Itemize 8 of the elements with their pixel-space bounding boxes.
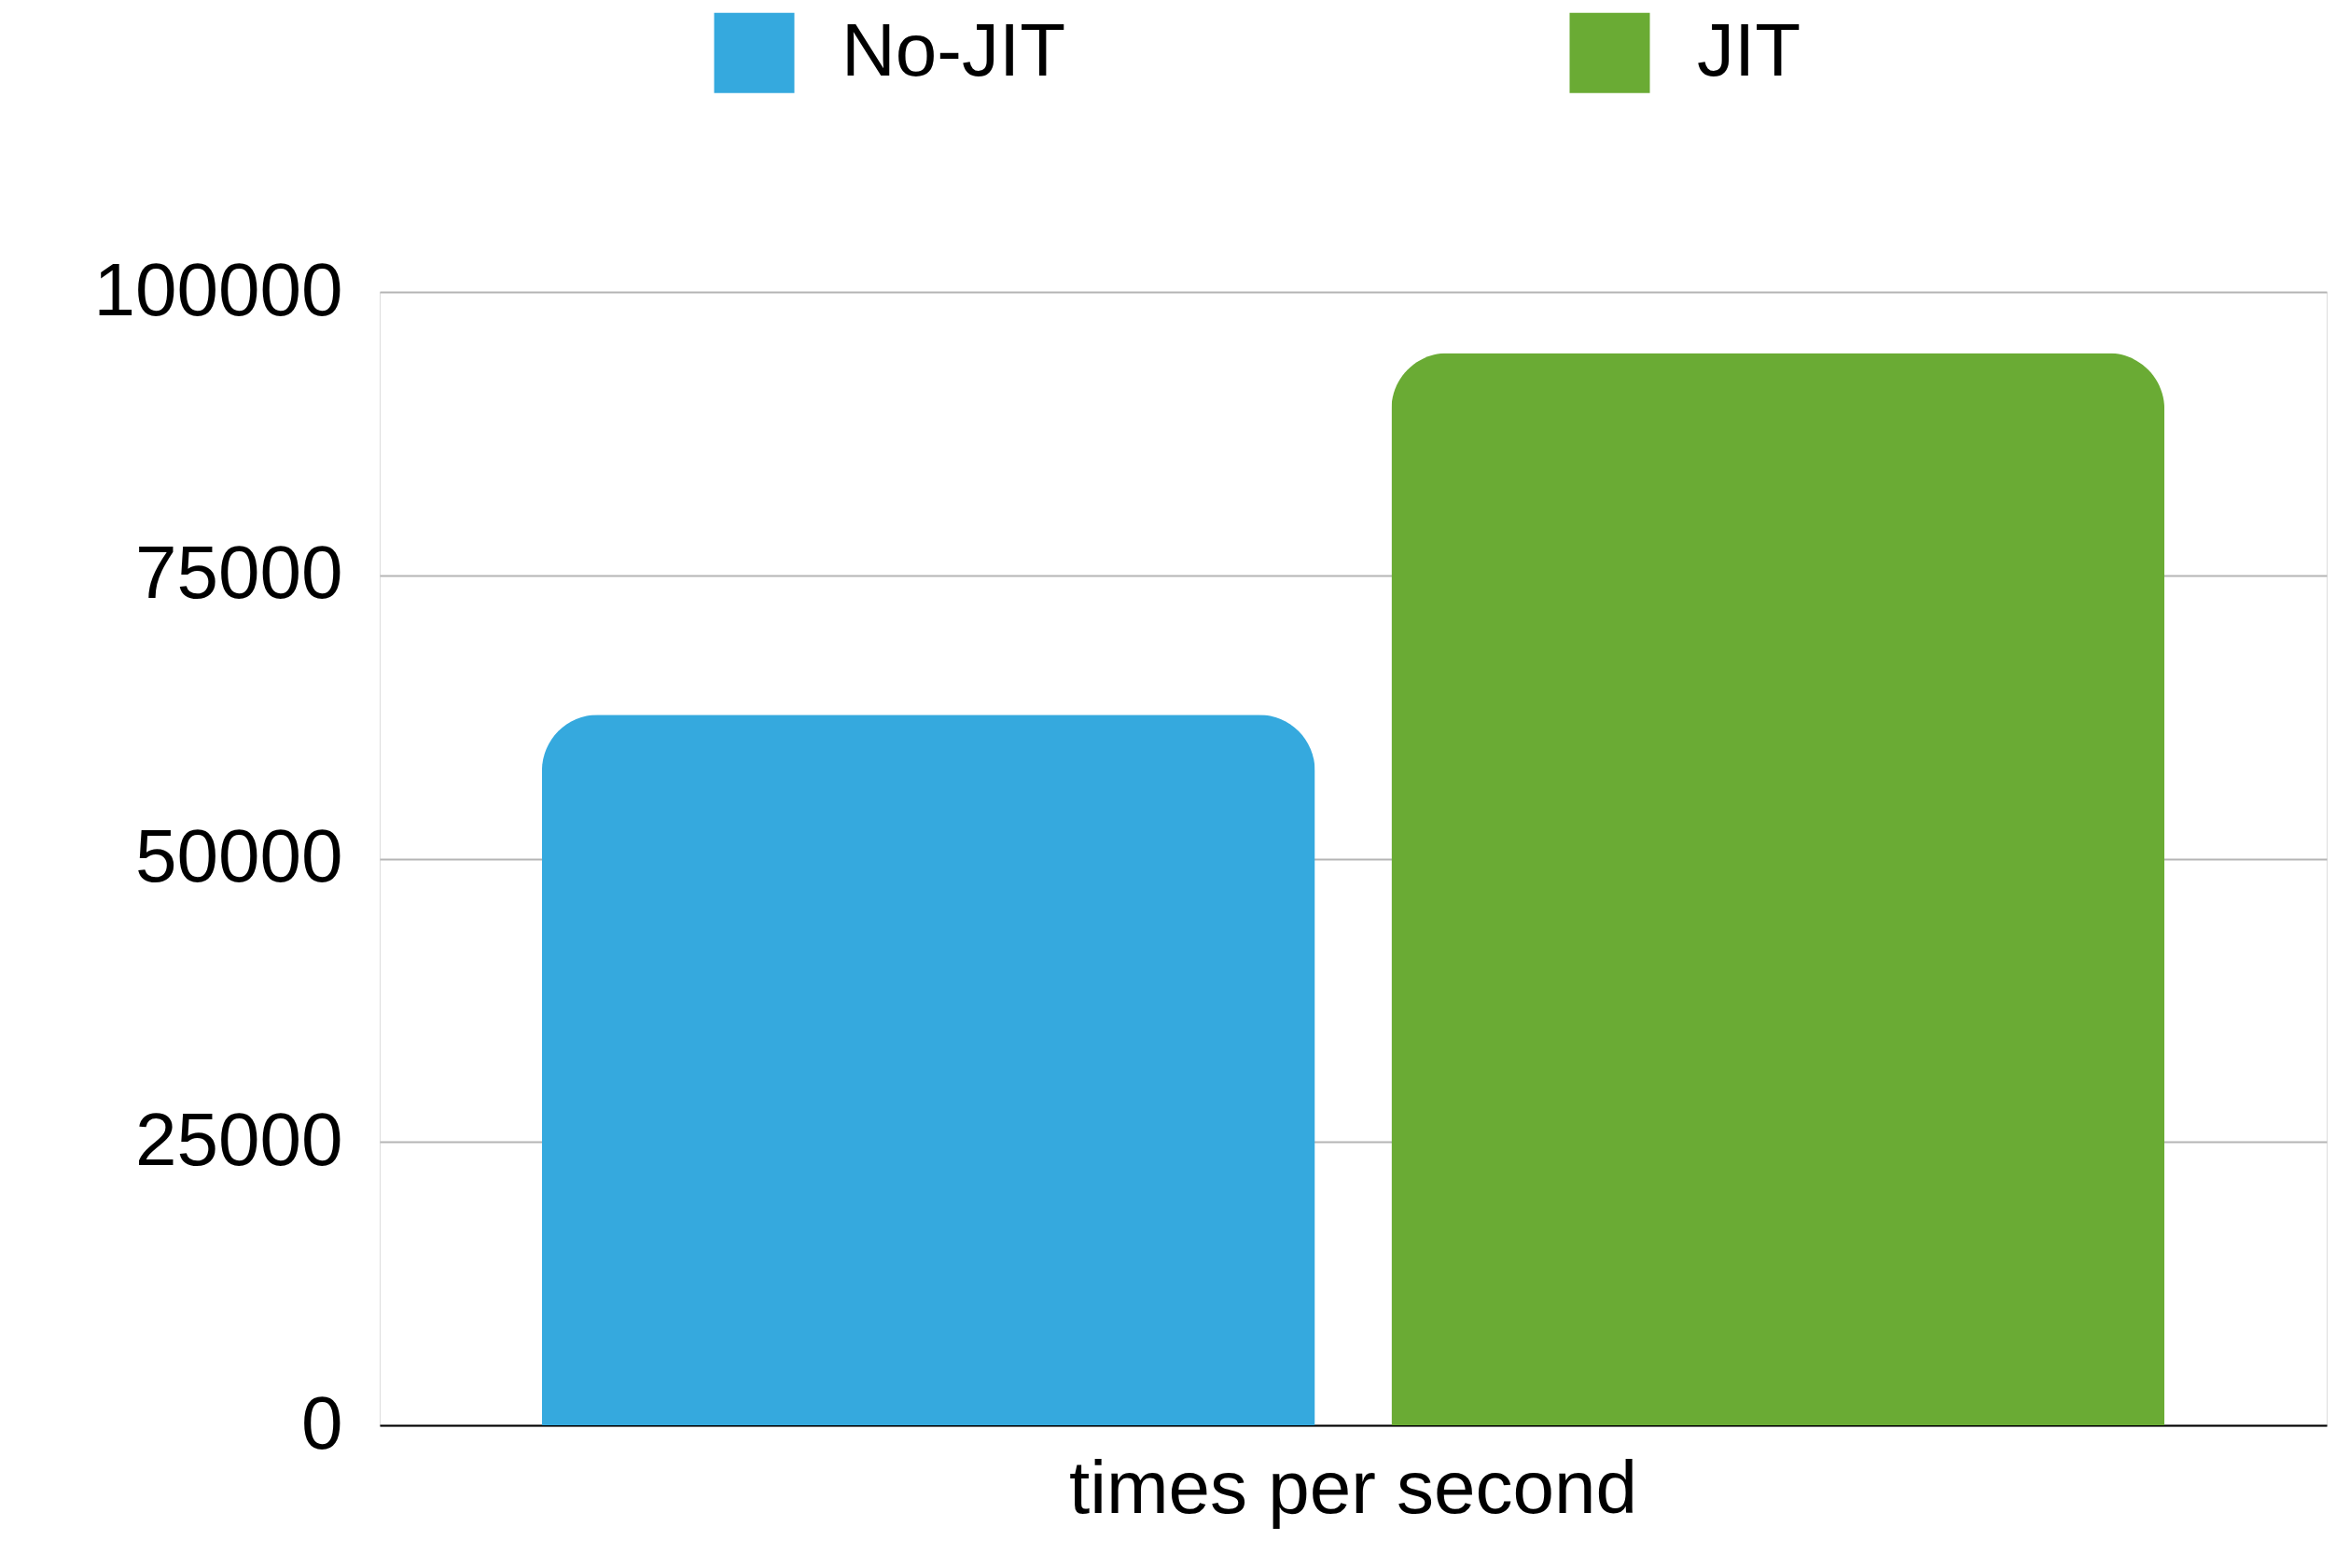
legend-label: JIT — [1697, 7, 1801, 91]
x-tick-label: times per second — [1068, 1445, 1638, 1529]
y-tick-label: 100000 — [93, 247, 343, 331]
y-tick-label: 75000 — [135, 531, 343, 615]
y-tick-label: 0 — [301, 1381, 343, 1464]
y-tick-label: 50000 — [135, 814, 343, 897]
y-tick-label: 25000 — [135, 1097, 343, 1181]
legend-label: No-JIT — [841, 7, 1065, 91]
